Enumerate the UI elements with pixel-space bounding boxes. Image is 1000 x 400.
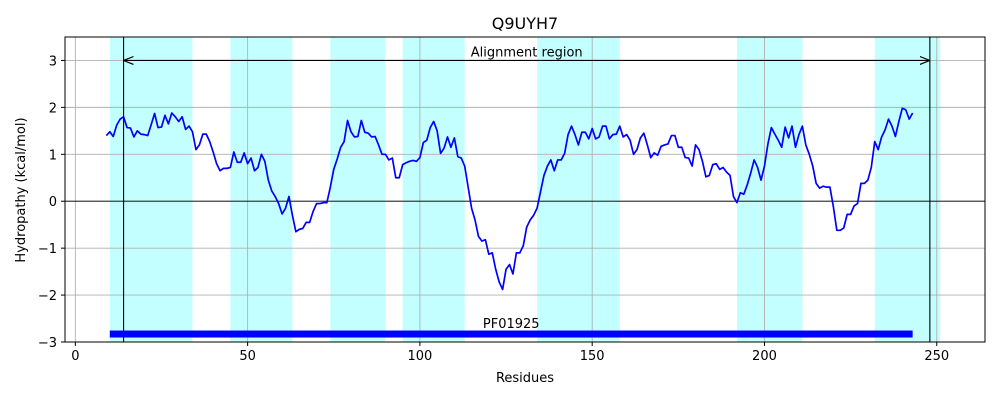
x-tick-label-3: 150 <box>580 349 605 364</box>
alignment-region: Alignment region <box>123 37 931 342</box>
chart-title: Q9UYH7 <box>492 14 558 33</box>
grid-lines <box>65 37 985 343</box>
y-tick-label-1: −2 <box>38 289 57 304</box>
y-tick-label-5: 2 <box>49 101 57 116</box>
highlight-band-4 <box>537 37 620 342</box>
y-tick-label-3: 0 <box>49 195 57 210</box>
x-tick-label-2: 100 <box>407 349 432 364</box>
highlight-band-6 <box>874 37 941 342</box>
highlight-band-0 <box>109 37 193 342</box>
y-tick-label-0: −3 <box>38 336 57 351</box>
highlight-band-5 <box>736 37 803 342</box>
highlight-band-3 <box>402 37 465 342</box>
x-axis-label: Residues <box>496 371 554 386</box>
y-axis-label: Hydropathy (kcal/mol) <box>14 117 29 262</box>
y-tick-label-6: 3 <box>49 54 57 69</box>
y-tick-label-2: −1 <box>38 242 57 257</box>
axes: 0 50 100 150 200 250 −3 −2 −1 0 1 2 3 <box>38 36 986 364</box>
domain-layer: PF01925 <box>109 317 913 338</box>
domain-label: PF01925 <box>483 317 540 332</box>
x-tick-label-5: 250 <box>924 349 949 364</box>
y-tick-label-4: 1 <box>49 148 57 163</box>
x-tick-label-0: 0 <box>71 349 79 364</box>
domain-bar <box>109 330 913 338</box>
x-tick-label-1: 50 <box>239 349 256 364</box>
alignment-label: Alignment region <box>471 45 583 60</box>
series-line-0 <box>105 107 914 291</box>
series-layer <box>105 107 914 291</box>
highlight-band-2 <box>330 37 386 342</box>
highlight-bands <box>109 37 941 342</box>
plot-frame <box>64 36 986 343</box>
x-tick-label-4: 200 <box>752 349 777 364</box>
highlight-band-1 <box>230 37 293 342</box>
